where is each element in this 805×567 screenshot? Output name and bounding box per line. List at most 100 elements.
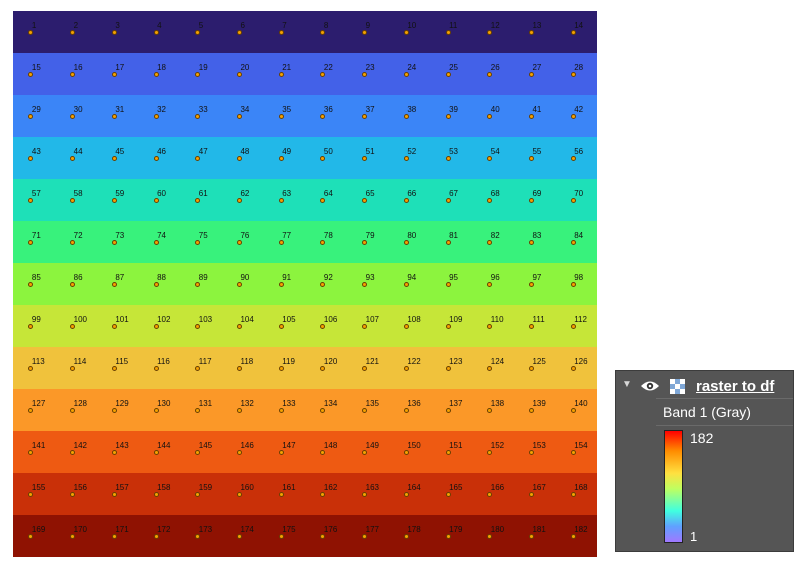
sample-point[interactable] xyxy=(111,155,117,161)
sample-point[interactable] xyxy=(153,407,159,413)
sample-point[interactable] xyxy=(570,365,576,371)
sample-point[interactable] xyxy=(70,197,76,203)
sample-point[interactable] xyxy=(278,113,284,119)
sample-point[interactable] xyxy=(111,29,117,35)
sample-point[interactable] xyxy=(320,323,326,329)
layer-row-raster-to-df[interactable]: ▼ raster to df xyxy=(616,374,793,398)
sample-point[interactable] xyxy=(236,113,242,119)
sample-point[interactable] xyxy=(236,239,242,245)
sample-point[interactable] xyxy=(278,29,284,35)
sample-point[interactable] xyxy=(236,491,242,497)
sample-point[interactable] xyxy=(403,29,409,35)
sample-point[interactable] xyxy=(278,239,284,245)
sample-point[interactable] xyxy=(570,323,576,329)
sample-point[interactable] xyxy=(320,239,326,245)
sample-point[interactable] xyxy=(236,323,242,329)
sample-point[interactable] xyxy=(28,239,34,245)
sample-point[interactable] xyxy=(153,29,159,35)
sample-point[interactable] xyxy=(528,365,534,371)
sample-point[interactable] xyxy=(278,71,284,77)
sample-point[interactable] xyxy=(320,407,326,413)
sample-point[interactable] xyxy=(445,71,451,77)
sample-point[interactable] xyxy=(70,407,76,413)
sample-point[interactable] xyxy=(236,407,242,413)
sample-point[interactable] xyxy=(111,407,117,413)
sample-point[interactable] xyxy=(236,449,242,455)
sample-point[interactable] xyxy=(70,281,76,287)
sample-point[interactable] xyxy=(570,197,576,203)
sample-point[interactable] xyxy=(153,281,159,287)
sample-point[interactable] xyxy=(570,533,576,539)
sample-point[interactable] xyxy=(487,239,493,245)
sample-point[interactable] xyxy=(403,449,409,455)
sample-point[interactable] xyxy=(362,29,368,35)
sample-point[interactable] xyxy=(195,365,201,371)
sample-point[interactable] xyxy=(195,533,201,539)
sample-point[interactable] xyxy=(362,281,368,287)
collapse-arrow-icon[interactable]: ▼ xyxy=(622,379,632,390)
sample-point[interactable] xyxy=(28,197,34,203)
sample-point[interactable] xyxy=(278,281,284,287)
sample-point[interactable] xyxy=(153,239,159,245)
visibility-eye-icon[interactable] xyxy=(640,380,660,392)
raster-map[interactable]: 1 2 3 4 5 6 7 8 9 10 11 12 13 14 15 16 17 18 19 20 21 22 23 24 2… xyxy=(13,11,598,557)
sample-point[interactable] xyxy=(362,155,368,161)
sample-point[interactable] xyxy=(320,197,326,203)
sample-point[interactable] xyxy=(403,71,409,77)
sample-point[interactable] xyxy=(487,449,493,455)
sample-point[interactable] xyxy=(28,29,34,35)
sample-point[interactable] xyxy=(111,197,117,203)
sample-point[interactable] xyxy=(362,323,368,329)
sample-point[interactable] xyxy=(403,533,409,539)
sample-point[interactable] xyxy=(278,323,284,329)
sample-point[interactable] xyxy=(195,197,201,203)
sample-point[interactable] xyxy=(28,323,34,329)
sample-point[interactable] xyxy=(153,533,159,539)
sample-point[interactable] xyxy=(28,113,34,119)
sample-point[interactable] xyxy=(362,407,368,413)
sample-point[interactable] xyxy=(403,281,409,287)
sample-point[interactable] xyxy=(278,155,284,161)
sample-point[interactable] xyxy=(487,155,493,161)
sample-point[interactable] xyxy=(111,491,117,497)
sample-point[interactable] xyxy=(153,113,159,119)
sample-point[interactable] xyxy=(570,71,576,77)
sample-point[interactable] xyxy=(28,155,34,161)
sample-point[interactable] xyxy=(70,323,76,329)
sample-point[interactable] xyxy=(111,323,117,329)
sample-point[interactable] xyxy=(195,239,201,245)
sample-point[interactable] xyxy=(528,407,534,413)
sample-point[interactable] xyxy=(445,533,451,539)
sample-point[interactable] xyxy=(278,533,284,539)
sample-point[interactable] xyxy=(28,533,34,539)
sample-point[interactable] xyxy=(195,281,201,287)
sample-point[interactable] xyxy=(236,281,242,287)
sample-point[interactable] xyxy=(195,449,201,455)
sample-point[interactable] xyxy=(362,365,368,371)
sample-point[interactable] xyxy=(278,197,284,203)
sample-point[interactable] xyxy=(195,113,201,119)
sample-point[interactable] xyxy=(278,491,284,497)
sample-point[interactable] xyxy=(445,449,451,455)
sample-point[interactable] xyxy=(320,533,326,539)
sample-point[interactable] xyxy=(195,29,201,35)
sample-point[interactable] xyxy=(487,71,493,77)
sample-point[interactable] xyxy=(111,281,117,287)
sample-point[interactable] xyxy=(236,365,242,371)
sample-point[interactable] xyxy=(195,323,201,329)
sample-point[interactable] xyxy=(320,155,326,161)
sample-point[interactable] xyxy=(70,365,76,371)
sample-point[interactable] xyxy=(236,29,242,35)
sample-point[interactable] xyxy=(362,197,368,203)
sample-point[interactable] xyxy=(362,533,368,539)
sample-point[interactable] xyxy=(111,365,117,371)
sample-point[interactable] xyxy=(570,29,576,35)
sample-point[interactable] xyxy=(70,155,76,161)
sample-point[interactable] xyxy=(528,449,534,455)
sample-point[interactable] xyxy=(28,281,34,287)
sample-point[interactable] xyxy=(153,491,159,497)
sample-point[interactable] xyxy=(236,533,242,539)
sample-point[interactable] xyxy=(445,239,451,245)
sample-point[interactable] xyxy=(403,323,409,329)
sample-point[interactable] xyxy=(28,491,34,497)
